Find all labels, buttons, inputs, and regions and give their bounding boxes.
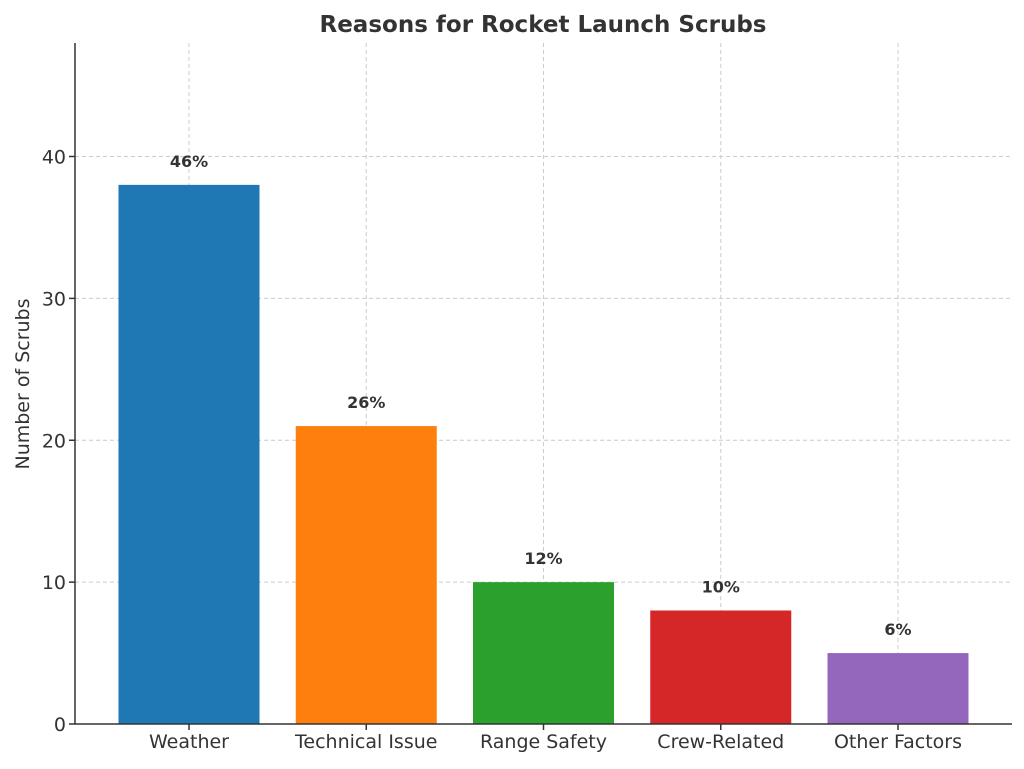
x-tick-label: Other Factors (834, 731, 962, 753)
x-tick-label: Range Safety (480, 731, 607, 753)
data-label: 46% (170, 152, 208, 171)
data-label: 10% (702, 578, 740, 597)
bar (827, 653, 969, 724)
data-label: 6% (884, 620, 911, 639)
y-tick-label: 0 (54, 714, 66, 736)
chart-title: Reasons for Rocket Launch Scrubs (320, 12, 767, 38)
bar (118, 184, 260, 724)
bar (473, 582, 614, 724)
data-label: 26% (347, 393, 385, 412)
y-tick-label: 20 (42, 430, 66, 452)
bar (295, 426, 437, 724)
bar-layer (118, 184, 969, 724)
x-tick-label: Weather (149, 731, 229, 753)
y-tick-label: 40 (42, 147, 66, 169)
data-label: 12% (524, 549, 562, 568)
y-tick-label: 10 (42, 572, 66, 594)
y-tick-label: 30 (42, 288, 66, 310)
y-axis-label: Number of Scrubs (12, 298, 34, 469)
bar (650, 610, 792, 724)
label-layer: 0 10 20 30 40 Weather 46% Technical Issue 26% Ran… (42, 147, 962, 754)
x-tick-label: Technical Issue (294, 731, 437, 753)
axis-layer (69, 43, 1012, 730)
x-tick-label: Crew-Related (657, 731, 784, 753)
